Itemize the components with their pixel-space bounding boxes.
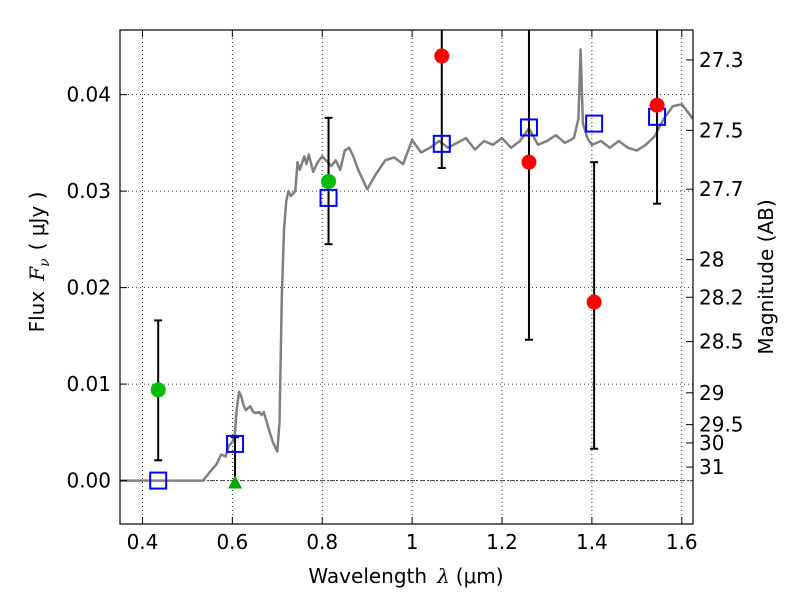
- y2-tick-label: 28.5: [699, 330, 744, 354]
- y-tick-label: 0.03: [66, 179, 111, 203]
- bandpass-flux-square: [226, 434, 245, 453]
- low-significance-point: [586, 294, 602, 310]
- y-tick-label: 0.02: [66, 276, 111, 300]
- plot-frame: [119, 29, 694, 525]
- y-tick-label: 0.04: [66, 83, 111, 107]
- y-tick-label: 0.01: [66, 372, 111, 396]
- y2-axis-label: Magnitude (AB): [754, 199, 778, 354]
- low-significance-point: [649, 97, 665, 113]
- x-tick-label: 1.2: [486, 530, 518, 554]
- y-tick-label: 0.00: [66, 469, 111, 493]
- y2-tick-label: 29.5: [699, 413, 744, 437]
- x-tick-label: 0.8: [306, 530, 338, 554]
- x-tick-label: 1.4: [576, 530, 608, 554]
- tick-layer: 0.4 0.6 0.8 1 1.2 1.4 1.6 0.00 0.01 0.02 0.03 0.04 2…: [66, 30, 744, 554]
- bandpass-flux-square: [149, 471, 168, 490]
- detection-point: [321, 173, 337, 189]
- y2-tick-label: 28: [699, 248, 724, 272]
- y2-tick-label: 27.5: [699, 118, 744, 142]
- upper-limit-triangle: [228, 475, 243, 489]
- x-axis-label-text: Wavelength: [308, 564, 427, 588]
- x-axis-label-unit: (μm): [456, 564, 504, 588]
- marker-layer: [149, 48, 667, 490]
- x-axis-label-symbol: λ: [436, 564, 450, 588]
- bandpass-flux-square: [319, 188, 338, 207]
- model-sed-line: [120, 48, 693, 482]
- bandpass-flux-square: [432, 134, 451, 153]
- y2-tick-label: 31: [699, 455, 724, 479]
- x-axis-label: Wavelength λ (μm): [308, 564, 503, 588]
- x-tick-label: 1.6: [666, 530, 698, 554]
- sed-layer: [120, 48, 693, 482]
- y-axis-label-subscript: ν: [37, 258, 53, 267]
- x-tick-label: 1: [406, 530, 419, 554]
- bandpass-flux-square: [519, 118, 538, 137]
- y2-tick-label: 27.3: [699, 48, 744, 72]
- y-axis-label: Flux Fν ( μJy ): [25, 192, 53, 333]
- y2-tick-label: 28.2: [699, 285, 744, 309]
- low-significance-point: [434, 48, 450, 64]
- y-axis-label-unit: ( μJy ): [25, 192, 49, 251]
- bandpass-flux-square: [585, 114, 604, 133]
- y-axis-label-text: Flux: [25, 291, 49, 333]
- y2-tick-label: 30: [699, 431, 724, 455]
- y2-tick-label: 27.7: [699, 177, 744, 201]
- y-axis-label-symbol: F: [25, 266, 49, 282]
- detection-point: [150, 382, 166, 398]
- x-tick-label: 0.6: [216, 530, 248, 554]
- errorbar-layer: [154, 30, 662, 483]
- x-tick-label: 0.4: [127, 530, 159, 554]
- low-significance-point: [521, 154, 537, 170]
- y2-tick-label: 29: [699, 381, 724, 405]
